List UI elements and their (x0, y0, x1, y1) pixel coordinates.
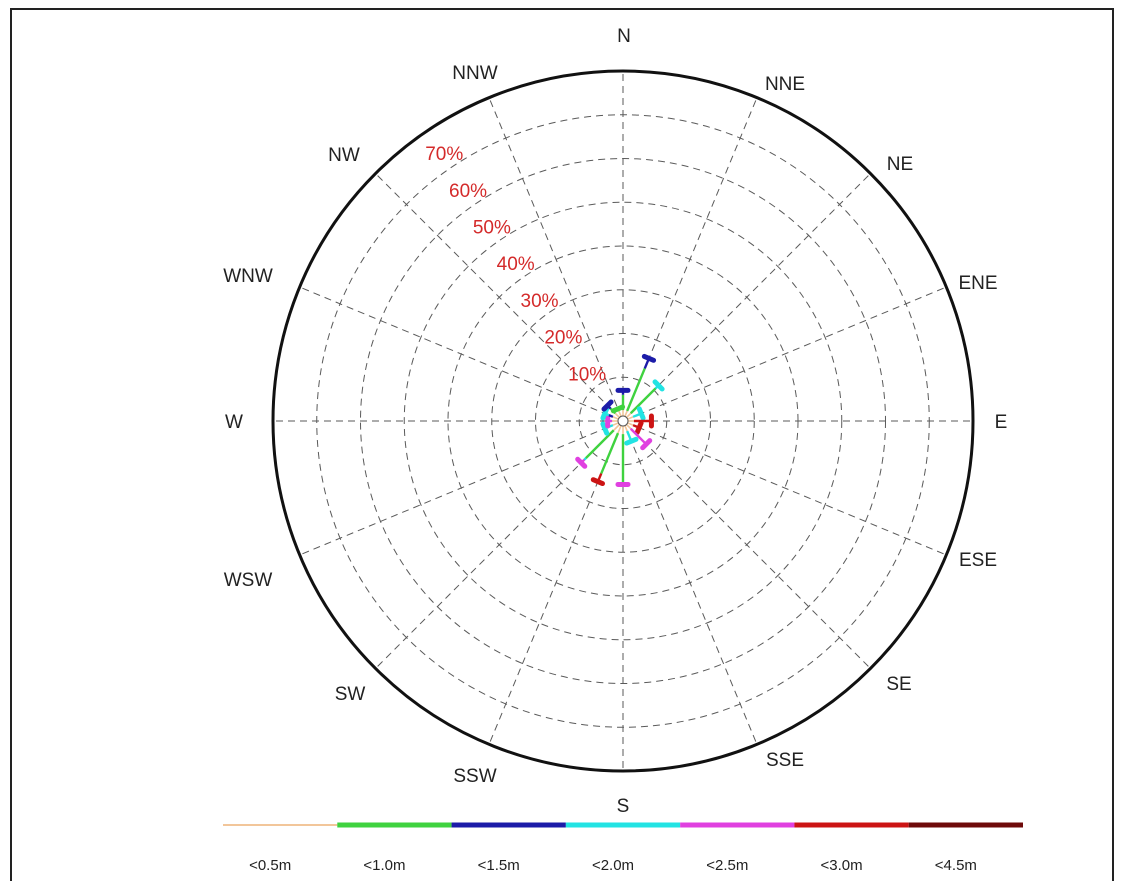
rose-cap-nw (601, 399, 614, 412)
legend-swatch-3-0m (794, 822, 909, 828)
rose-cap-ssw (590, 477, 606, 487)
grid-spoke-ssw (488, 424, 622, 745)
legend-label-1-0m: <1.0m (363, 857, 405, 874)
grid-spoke-wsw (299, 422, 620, 556)
direction-label-sw: SW (335, 684, 366, 705)
legend-label-2-0m: <2.0m (592, 857, 634, 874)
rose-cap-nnw (610, 404, 626, 414)
radial-tick-label-10: 10% (568, 364, 606, 385)
radial-tick-label-40: 40% (497, 254, 535, 275)
legend-label-0-5m: <0.5m (249, 857, 291, 874)
legend-swatch-4-5m (908, 822, 1023, 828)
direction-label-ssw: SSW (453, 766, 496, 787)
grid-spoke-wnw (299, 286, 620, 420)
grid-spoke-sw (375, 423, 621, 669)
radial-tick-labels: 10% 20% 30% 40% 50% 60% 70% (425, 144, 606, 385)
rose-cap-wsw (600, 421, 610, 436)
rose-segment-se-2-5m (629, 427, 648, 446)
grid-ring-20 (535, 333, 711, 509)
direction-label-se: SE (886, 674, 911, 695)
rose-cap-ese (634, 420, 644, 435)
radial-tick-label-30: 30% (521, 291, 559, 312)
grid-spoke-nne (624, 97, 758, 418)
radial-tick-label-20: 20% (544, 328, 582, 349)
direction-label-ese: ESE (959, 550, 997, 571)
radial-tick-label-70: 70% (425, 144, 463, 165)
rose-segment-wnw-1-5m (608, 414, 614, 418)
direction-label-ene: ENE (958, 273, 997, 294)
grid-spoke-ene (626, 286, 947, 420)
grid-ring-30 (491, 289, 755, 553)
rose-cap-sse (624, 436, 639, 446)
chart-frame (10, 8, 1114, 881)
legend-label-4-5m: <4.5m (935, 857, 977, 874)
direction-label-nnw: NNW (452, 63, 497, 84)
direction-label-e: E (995, 412, 1008, 433)
grid-ring-50 (403, 201, 843, 641)
legend-swatch-2-0m (565, 822, 681, 828)
rose-segment-sw-2-0m (583, 457, 587, 461)
rose-segment-nne-1-0m (626, 367, 646, 412)
radial-tick-label-60: 60% (449, 181, 487, 202)
rose-segment-sw-1-0m (585, 429, 615, 459)
direction-label-n: N (617, 26, 631, 47)
legend-swatch-1-5m (451, 822, 566, 828)
legend-swatch-1-0m (337, 822, 452, 828)
direction-label-w: W (225, 412, 243, 433)
rose-cap-ene (636, 406, 646, 421)
legend: <0.5m <1.0m <1.5m <2.0m <2.5m <3.0m <4.5m (223, 822, 1023, 874)
direction-label-nw: NW (328, 145, 360, 166)
direction-label-s: S (617, 796, 630, 817)
grid-spoke-nw (375, 173, 621, 419)
grid-spoke-se (625, 423, 871, 669)
legend-label-3-0m: <3.0m (821, 857, 863, 874)
rose-bar-sw (575, 420, 624, 469)
wind-rose-bars (575, 353, 665, 487)
direction-label-wnw: WNW (223, 266, 273, 287)
direction-labels: N NNE NE ENE E ESE SE SSE S SSW SW WSW W WNW NW NNW (223, 26, 1007, 817)
grid-spoke-nnw (488, 97, 622, 418)
rose-cap-sw (575, 456, 588, 469)
rose-segment-ssw-1-0m (600, 432, 620, 475)
grid-spoke-ese (626, 422, 947, 556)
direction-label-wsw: WSW (224, 570, 273, 591)
direction-label-sse: SSE (766, 750, 804, 771)
legend-swatch-0-5m (223, 824, 338, 826)
rose-cap-se (640, 438, 653, 451)
direction-label-nne: NNE (765, 74, 805, 95)
rose-cap-ne (652, 379, 665, 392)
radial-tick-label-50: 50% (473, 218, 511, 239)
legend-label-1-5m: <1.5m (478, 857, 520, 874)
outer-ring (271, 69, 975, 773)
legend-swatch-2-5m (680, 822, 795, 828)
rose-segment-ne-1-0m (629, 387, 657, 415)
rose-center (617, 415, 629, 427)
rose-bar-ssw (590, 420, 624, 487)
polar-grid (271, 69, 975, 773)
direction-label-ne: NE (887, 154, 913, 175)
grid-spoke-sse (624, 424, 758, 745)
grid-spoke-ne (625, 173, 871, 419)
rose-cap-nne (641, 353, 657, 363)
legend-label-2-5m: <2.5m (706, 857, 748, 874)
